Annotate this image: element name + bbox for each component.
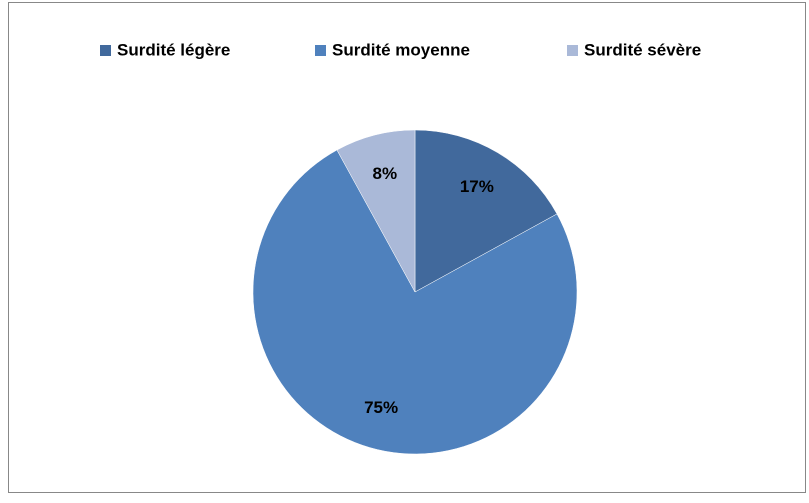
pie-slice (252, 149, 578, 455)
legend-swatch (315, 45, 326, 56)
pie-slice (414, 129, 558, 293)
legend-swatch (100, 45, 111, 56)
data-label: 75% (364, 398, 398, 417)
data-label: 17% (460, 177, 494, 196)
legend-swatch (567, 45, 578, 56)
legend-label: Surdité moyenne (332, 40, 470, 59)
data-label: 8% (372, 164, 397, 183)
legend-label: Surdité légère (117, 40, 230, 59)
legend-label: Surdité sévère (584, 40, 701, 59)
pie-slice (336, 129, 416, 293)
